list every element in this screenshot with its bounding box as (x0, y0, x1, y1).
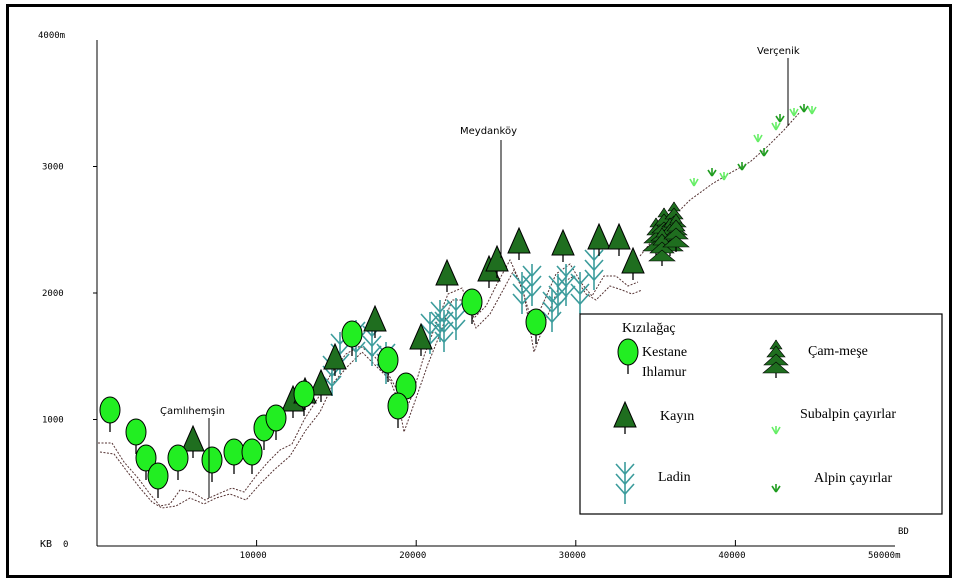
deciduous-tree-icon (201, 446, 223, 483)
legend-box (579, 313, 943, 515)
beech-tree-icon (507, 227, 531, 261)
beech-tree-icon (607, 223, 631, 257)
place-markers: Çamlıhemşin Meydanköy Verçenik (160, 46, 800, 498)
deciduous-tree-icon (461, 288, 483, 325)
legend-item-beech: Kayın (613, 401, 694, 435)
legend-label-subalpin: Subalpin çayırlar (800, 407, 896, 422)
legend-label-kayin: Kayın (660, 409, 694, 424)
legend-label-cam-mese: Çam-meşe (808, 344, 868, 359)
deciduous-tree-icon (341, 320, 363, 357)
legend: Kızılağaç Kestane Ihlamur Kayın Ladin Ça… (579, 313, 943, 515)
x-tick-label: 20000 (399, 551, 426, 561)
subalpine-grass-icon (771, 121, 781, 131)
deciduous-tree-icon (223, 438, 245, 475)
camlihemsin-label: Çamlıhemşin (160, 406, 225, 417)
axes: 4000m KB 0 BD 50000m 1000 2000 3000 10000 2… (38, 31, 909, 561)
right-end-label: BD (898, 527, 909, 537)
deciduous-tree-icon (147, 462, 169, 499)
left-end-zero: 0 (63, 540, 68, 550)
legend-item-deciduous: Kızılağaç Kestane Ihlamur (617, 321, 687, 380)
legend-label-kestane: Kestane (642, 345, 687, 360)
legend-label-ladin: Ladin (658, 470, 691, 485)
x-tick-label: 40000 (718, 551, 745, 561)
deciduous-tree-icon (241, 438, 263, 475)
deciduous-tree-icon (377, 346, 399, 383)
beech-tree-icon (621, 247, 645, 281)
alpine-grass-icon (799, 103, 809, 113)
terrain-line-back (99, 268, 643, 509)
legend-item-alpine: Alpin çayırlar (771, 471, 892, 493)
beech-tree-icon (435, 259, 459, 293)
alpine-grass-icon (737, 161, 747, 171)
y-ticks: 1000 2000 3000 (42, 163, 97, 426)
deciduous-tree-icon (167, 444, 189, 481)
x-ticks: 10000 20000 30000 40000 (240, 540, 745, 561)
subalpine-grass-icon (807, 105, 817, 115)
subalpine-grass-icon (689, 177, 699, 187)
legend-label-kizilagac: Kızılağaç (622, 321, 676, 336)
alpine-grass-icon (707, 167, 717, 177)
legend-label-ihlamur: Ihlamur (642, 365, 687, 380)
alpine-grass-icon (759, 147, 769, 157)
x-end-label: 50000m (868, 551, 901, 561)
vercenik-label: Verçenik (757, 46, 800, 57)
legend-item-pine-oak: Çam-meşe (762, 339, 868, 379)
left-end-label: KB (40, 539, 52, 550)
beech-tree-icon (363, 305, 387, 339)
deciduous-tree-icon (99, 396, 121, 433)
x-tick-label: 10000 (240, 551, 267, 561)
y-tick-label: 1000 (42, 416, 64, 426)
y-tick-label: 3000 (42, 163, 64, 173)
alpine-grass-icon (775, 113, 785, 123)
beech-tree-icon (409, 323, 433, 357)
spruce-tree-icon (584, 247, 604, 291)
legend-item-subalpine: Subalpin çayırlar (771, 407, 896, 435)
y-top-label: 4000m (38, 31, 65, 41)
beech-tree-icon (551, 229, 575, 263)
legend-item-spruce: Ladin (615, 461, 691, 505)
deciduous-tree-icon (525, 308, 547, 345)
legend-label-alpin: Alpin çayırlar (814, 471, 892, 486)
subalpine-grass-icon (789, 107, 799, 117)
x-tick-label: 30000 (559, 551, 586, 561)
beech-tree-icon (587, 223, 611, 257)
deciduous-tree-icon (387, 392, 409, 429)
y-tick-label: 2000 (42, 289, 64, 299)
meydankoy-label: Meydanköy (460, 126, 517, 137)
subalpine-grass-icon (753, 133, 763, 143)
